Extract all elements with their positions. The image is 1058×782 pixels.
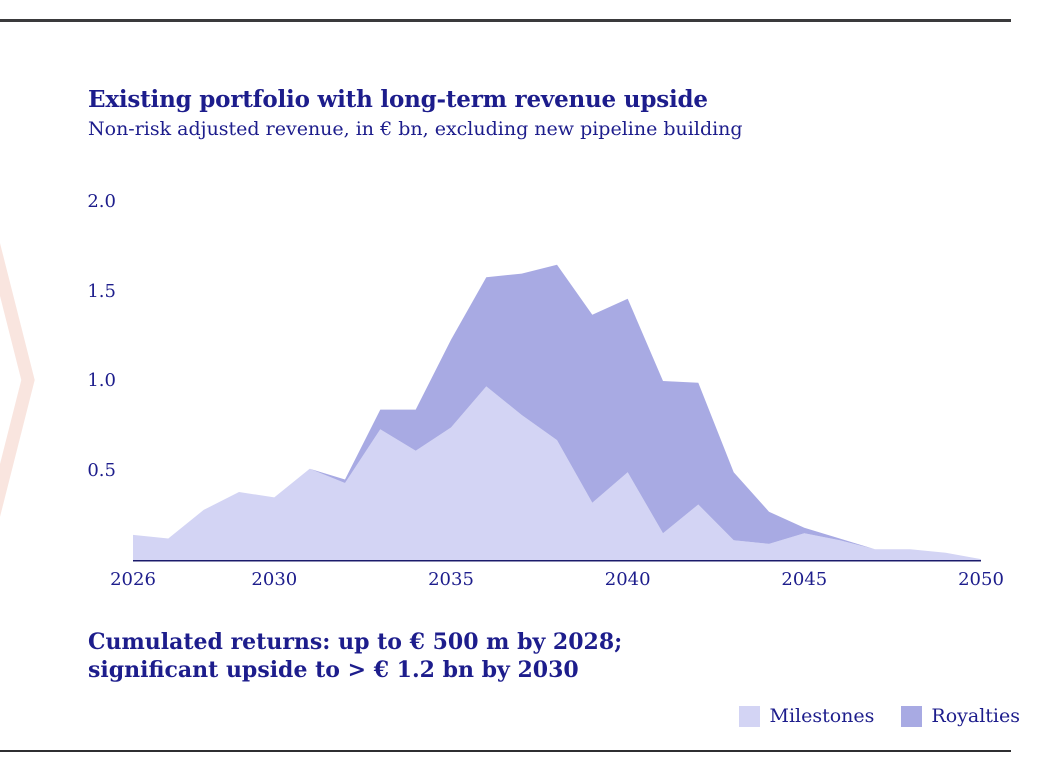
- x-axis-tick-label: 2050: [958, 569, 1004, 590]
- legend-label: Royalties: [931, 705, 1020, 727]
- legend-item: Milestones: [739, 705, 874, 727]
- callout-text: Cumulated returns: up to € 500 m by 2028…: [88, 628, 622, 684]
- callout-line-2: significant upside to > € 1.2 bn by 2030: [88, 657, 579, 683]
- legend-swatch: [901, 705, 923, 727]
- page-subtitle: Non-risk adjusted revenue, in € bn, excl…: [88, 118, 743, 140]
- bottom-divider: [0, 750, 1011, 752]
- legend-swatch: [739, 705, 761, 727]
- callout-line-1: Cumulated returns: up to € 500 m by 2028…: [88, 629, 623, 655]
- royalties-area: [133, 264, 981, 560]
- y-axis-tick-label: 1.0: [87, 370, 116, 391]
- y-axis-tick-label: 0.5: [87, 459, 116, 481]
- page-title: Existing portfolio with long-term revenu…: [88, 86, 708, 113]
- legend-label: Milestones: [769, 705, 875, 727]
- chevron-decoration-icon: [0, 243, 35, 517]
- y-axis-tick-label: 1.5: [87, 280, 116, 302]
- milestones-area: [133, 386, 981, 560]
- top-divider: [0, 19, 1011, 22]
- x-axis-tick-label: 2026: [110, 569, 156, 590]
- y-axis-tick-label: 2.0: [87, 191, 116, 212]
- x-axis-tick-label: 2045: [781, 569, 828, 590]
- chart-legend: Milestones Royalties: [721, 705, 1020, 727]
- x-axis-tick-label: 2030: [251, 569, 298, 590]
- legend-item: Royalties: [901, 705, 1020, 727]
- x-axis-tick-label: 2035: [428, 569, 474, 590]
- x-axis-tick-label: 2040: [604, 569, 651, 590]
